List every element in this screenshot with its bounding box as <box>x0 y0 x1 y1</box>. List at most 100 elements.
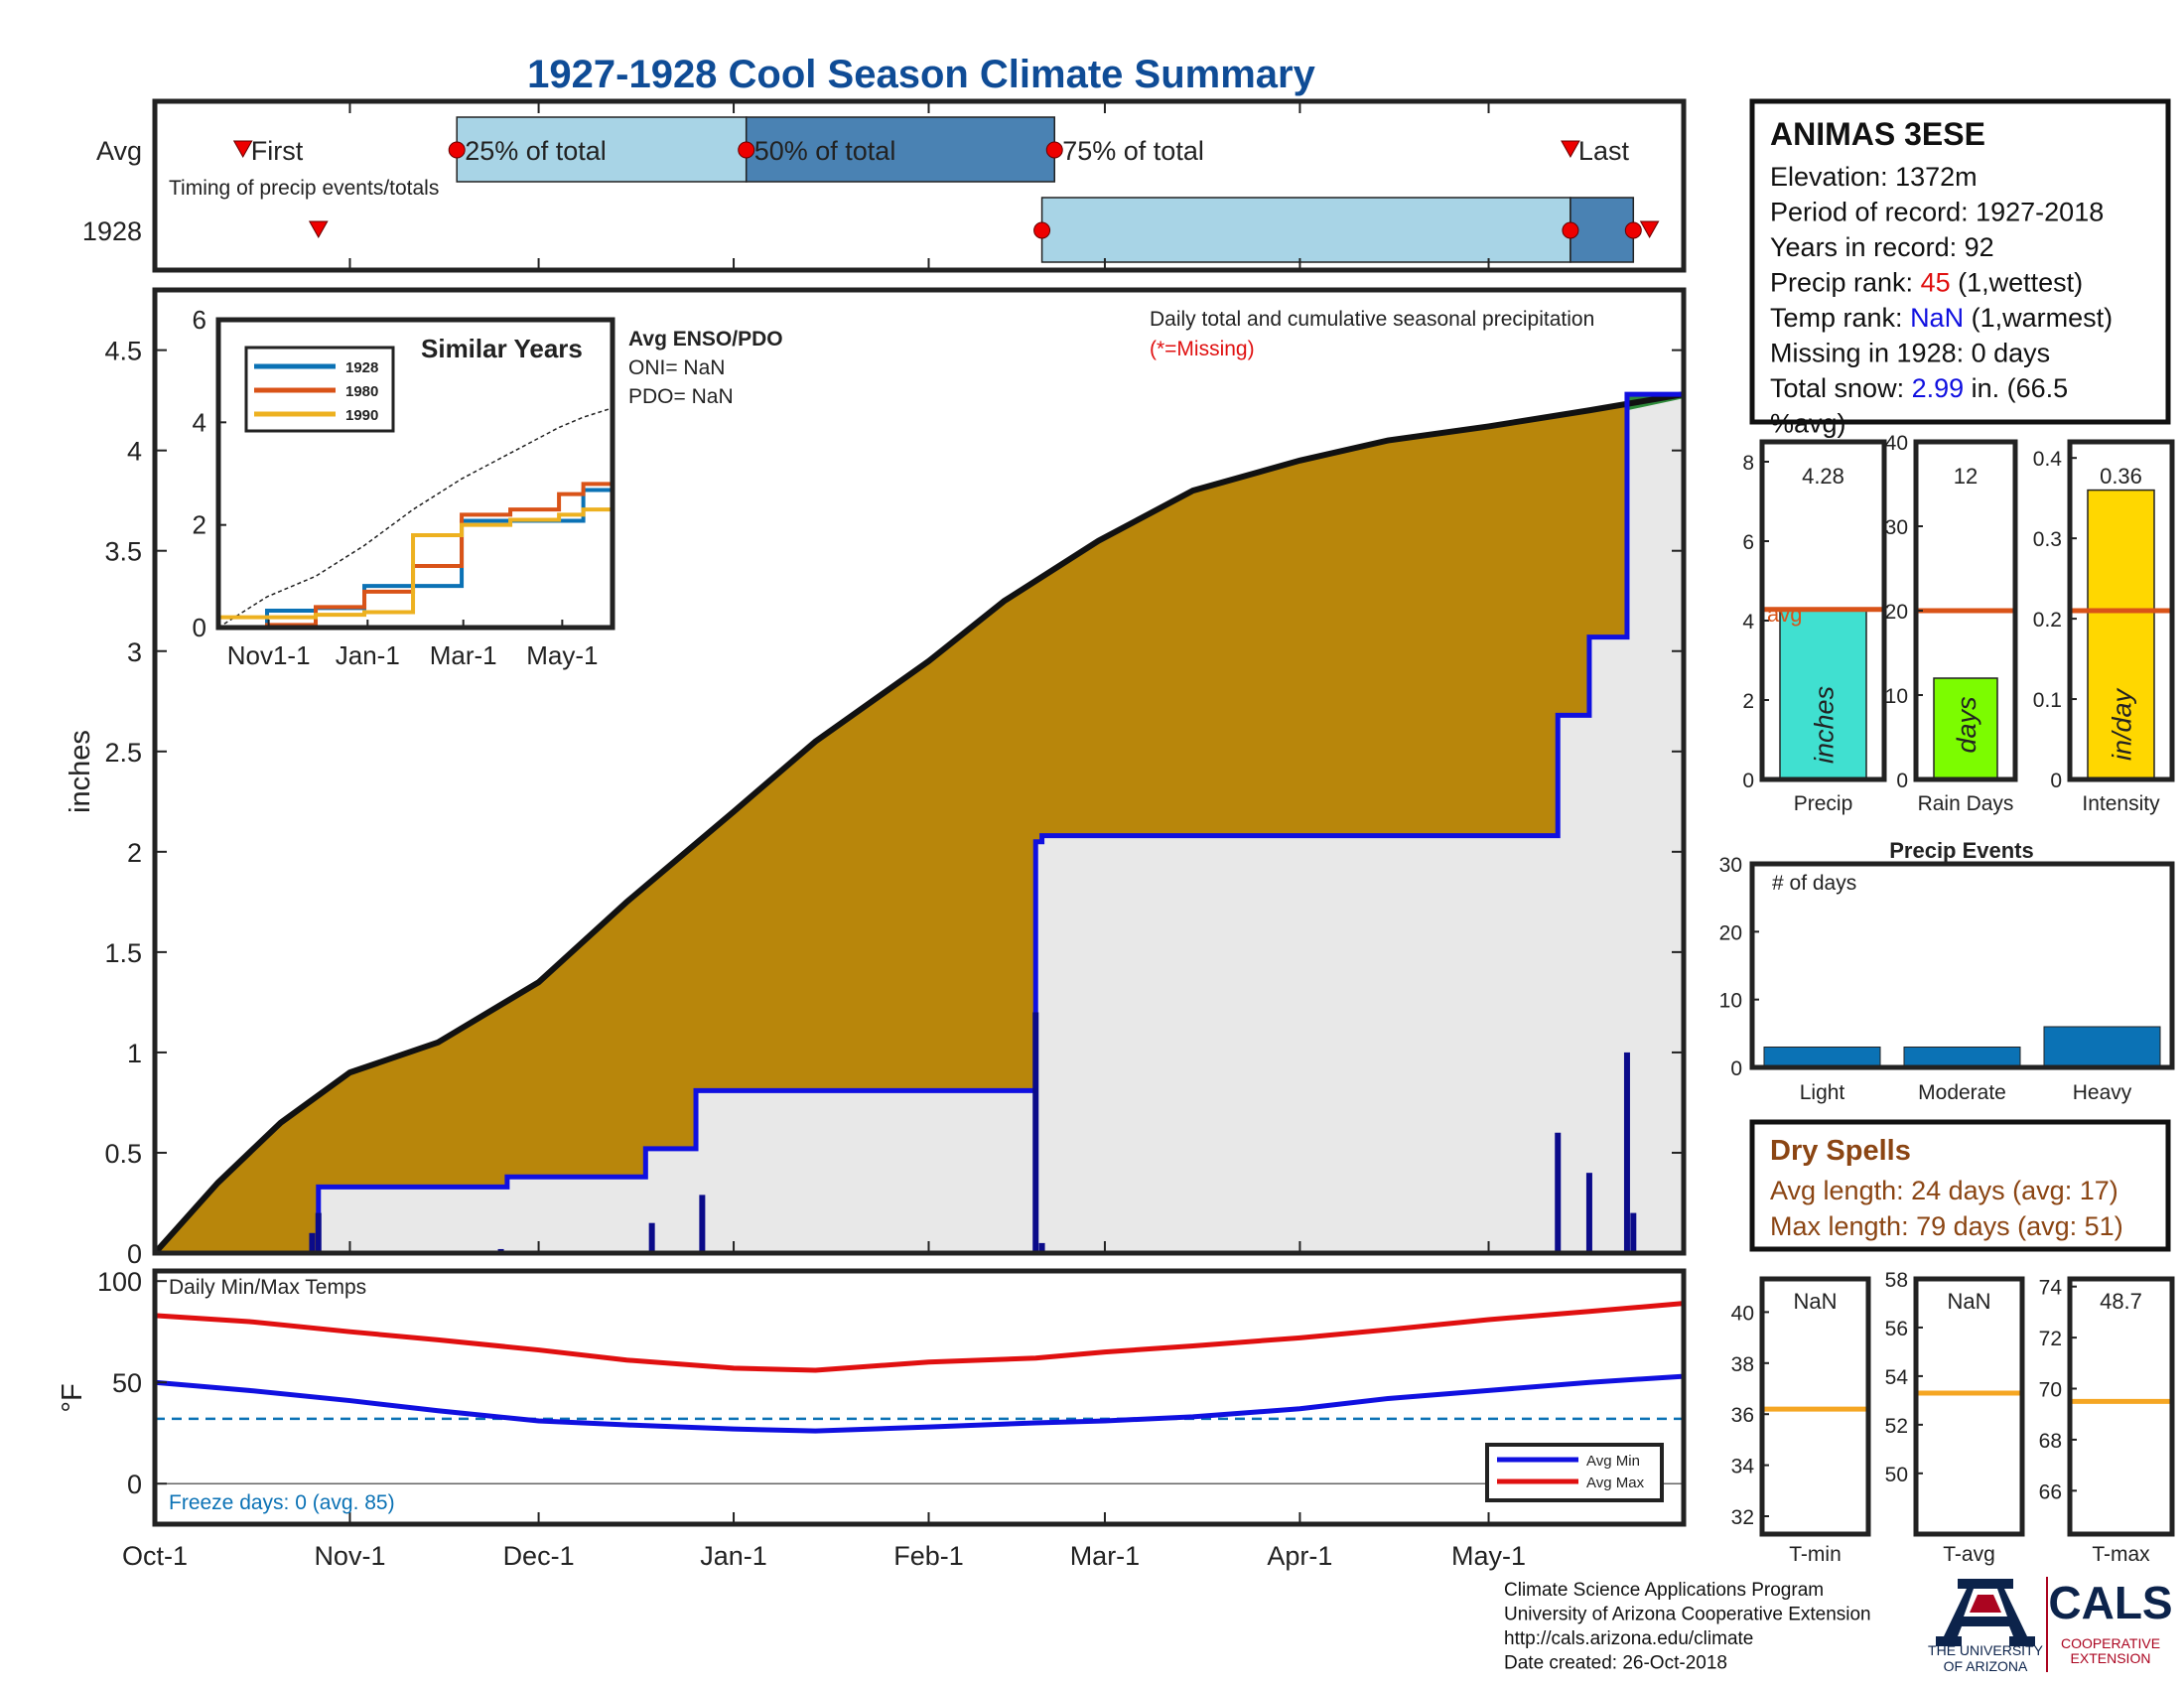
summary-y-tick-label: 0.4 <box>2033 448 2063 471</box>
temp-summary-y-tick-label: 34 <box>1731 1456 1755 1478</box>
station-line-suffix: (1,warmest) <box>1964 303 2113 333</box>
station-line-label: %avg) <box>1770 409 1846 439</box>
temp-summary-x-label: T-min <box>1789 1543 1842 1566</box>
station-line-value: 1927-2018 <box>1976 198 2104 227</box>
summary-bar-panels: 4.28 inches 0 2 4 6 8 Precip 12 days 0 10 20 30 40 Rain… <box>1742 432 2175 815</box>
inset-frame <box>215 317 615 631</box>
temp-y-tick-label: 100 <box>97 1267 142 1297</box>
temp-summary-x-label: T-avg <box>1943 1543 1995 1566</box>
y-tick-label: 1 <box>127 1039 142 1068</box>
station-frame <box>1749 98 2171 425</box>
temp-summary-y-tick-label: 36 <box>1731 1404 1754 1427</box>
row-label-avg: Avg <box>96 136 142 166</box>
temp-summary-frame <box>2067 1276 2175 1537</box>
avg-last-marker <box>1561 140 1580 159</box>
summary-y-tick-label: 8 <box>1742 452 1754 475</box>
temp-summary-value: NaN <box>1793 1289 1837 1314</box>
inset-legend-label: 1928 <box>345 359 378 376</box>
daily-precip-bar <box>699 1195 706 1253</box>
summary-unit-label: days <box>1952 696 1981 753</box>
summary-unit-label: inches <box>1810 686 1840 764</box>
daily-precip-bar <box>1032 1012 1039 1253</box>
main-frame <box>152 287 1687 1256</box>
temp-y-tick-label: 0 <box>127 1470 142 1499</box>
year-50-75-box <box>1570 197 1635 263</box>
summary-y-tick-label: 0 <box>2050 770 2062 792</box>
temp-summary-y-tick-label: 32 <box>1731 1506 1754 1529</box>
footer-line: University of Arizona Cooperative Extens… <box>1504 1605 1871 1625</box>
year-last-marker <box>1639 220 1660 239</box>
footer-line: http://cals.arizona.edu/climate <box>1504 1628 1753 1649</box>
summary-y-tick-label: 10 <box>1885 685 1908 708</box>
station-line-label: Temp rank: <box>1770 303 1910 333</box>
station-line-suffix: (1,wettest) <box>1951 268 2084 298</box>
events-y-tick-label: 30 <box>1719 854 1742 877</box>
summary-y-tick-label: 0.2 <box>2033 609 2062 632</box>
row-label-year: 1928 <box>82 216 142 246</box>
month-label: Oct-1 <box>122 1541 188 1571</box>
events-frame <box>1749 861 2175 1070</box>
temp-summary-y-tick-label: 38 <box>1731 1353 1754 1376</box>
station-line-label: Total snow: <box>1770 373 1912 403</box>
station-line: Years in record: 92 <box>1770 232 1994 262</box>
station-line: Precip rank: 45 (1,wettest) <box>1770 268 2083 298</box>
station-info-box: ANIMAS 3ESE Elevation: 1372m Period of rec… <box>1749 98 2171 439</box>
temp-summary-x-label: T-max <box>2092 1543 2150 1566</box>
footer-line: Date created: 26-Oct-2018 <box>1504 1653 1727 1674</box>
year-50pct-marker <box>1562 221 1579 239</box>
timing-frame <box>152 98 1687 273</box>
dry-title: Dry Spells <box>1770 1135 1911 1167</box>
temps-legend-box <box>1485 1443 1664 1502</box>
avg-cumulative-area <box>155 394 1684 1253</box>
station-line-value: NaN <box>1910 303 1964 333</box>
year-25pct-marker <box>1033 221 1051 239</box>
station-line: Missing in 1928: 0 days <box>1770 339 2050 368</box>
temp-summary-y-tick-label: 40 <box>1731 1302 1754 1325</box>
station-line: %avg) <box>1770 409 1846 439</box>
precip-caption: Daily total and cumulative seasonal prec… <box>1150 308 1594 331</box>
temp-y-tick-label: 50 <box>112 1368 142 1398</box>
dry-max-length: Max length: 79 days (avg: 51) <box>1770 1211 2123 1241</box>
temp-series-avg-max <box>154 1301 1685 1373</box>
ua-logo-accent <box>1970 1595 2001 1613</box>
y-tick-label: 4 <box>127 437 142 467</box>
cals-coop-text: EXTENSION <box>2071 1650 2151 1666</box>
inset-x-tick-label: Jan-1 <box>336 640 400 670</box>
precip-main-panel: 0 0.5 1 1.5 2 2.5 3 3.5 4 4.5 inches Daily total an… <box>65 287 1687 1269</box>
y-axis-label: inches <box>65 730 96 813</box>
enso-title: Avg ENSO/PDO <box>628 328 783 351</box>
summary-x-label: Precip <box>1794 792 1853 815</box>
summary-y-tick-label: 20 <box>1885 601 1908 624</box>
summary-value-label: 4.28 <box>1802 464 1844 489</box>
y-tick-label: 3 <box>127 637 142 667</box>
month-label: Jan-1 <box>700 1541 767 1571</box>
temp-series-avg-min <box>154 1373 1685 1434</box>
daily-precip-bar <box>315 1212 322 1253</box>
events-ylabel: # of days <box>1772 872 1856 895</box>
daily-precip-bar <box>1585 1173 1592 1253</box>
station-line-label: Years in record: <box>1770 232 1965 262</box>
summary-x-label: Intensity <box>2082 792 2160 815</box>
y-tick-label: 1.5 <box>104 938 142 968</box>
summary-frame <box>1759 439 1887 782</box>
station-line-value: 92 <box>1965 232 1994 262</box>
avg-25-50-box <box>456 116 748 183</box>
summary-y-tick-label: 4 <box>1742 611 1754 633</box>
summary-frame <box>2067 439 2175 782</box>
precip-events-panel: Light Moderate Heavy 0 10 20 30 Precip Events # … <box>1719 838 2175 1104</box>
y-tick-label: 2 <box>127 838 142 868</box>
inset-series-avg <box>217 407 614 629</box>
event-bar <box>2043 1026 2161 1068</box>
avg-cumulative-line <box>152 391 1685 1256</box>
inset-legend-label: 1980 <box>345 383 378 400</box>
avg-25pct-marker <box>448 141 466 159</box>
year-cumulative-fill <box>155 394 1684 1253</box>
station-line-suffix: in. (66.5 <box>1964 373 2068 403</box>
summary-x-label: Rain Days <box>1918 792 2014 815</box>
daily-precip-bar <box>1555 1132 1562 1253</box>
inset-series-1990 <box>218 498 614 620</box>
temp-summary-bg <box>1762 1279 1868 1534</box>
year-25-50-box <box>1040 197 1571 263</box>
month-label: Nov-1 <box>314 1541 385 1571</box>
summary-y-tick-label: 0 <box>1742 770 1754 792</box>
